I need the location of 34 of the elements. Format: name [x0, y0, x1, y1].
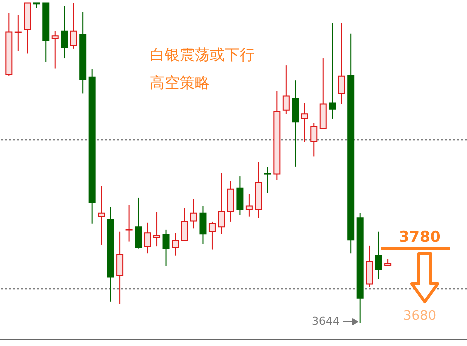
candlestick: [181, 208, 188, 241]
annotation: 3644: [312, 315, 340, 328]
candlestick: [246, 194, 253, 218]
text: 3680: [403, 309, 437, 324]
candlestick: [218, 172, 226, 235]
candlestick: [116, 231, 124, 305]
candlestick: [282, 65, 290, 115]
candlestick: [190, 198, 198, 230]
candlestick: [366, 245, 374, 288]
candlestick: [310, 122, 318, 158]
candlestick: [52, 30, 59, 70]
candlestick: [126, 204, 133, 242]
candlestick: [227, 180, 234, 222]
candlestick: [208, 221, 216, 250]
candlestick: [162, 229, 170, 267]
candlestick: [135, 197, 142, 250]
candlestick: [301, 102, 308, 142]
candlestick: [98, 186, 106, 246]
candlestick: [154, 212, 161, 248]
annotation: 白银震荡或下行: [150, 46, 255, 64]
candlestick: [70, 2, 78, 50]
candlestick: [61, 6, 68, 60]
candlestick: [236, 176, 244, 216]
candlestick: [264, 166, 272, 194]
candlestick: [144, 222, 152, 254]
text: 3780: [399, 228, 441, 246]
candlestick: [338, 22, 346, 105]
candlestick: [172, 232, 180, 256]
annotation: 高空策略: [150, 74, 210, 92]
candlestick: [14, 14, 22, 52]
candlestick: [329, 22, 336, 120]
candlestick: [375, 231, 382, 280]
candlestick: [200, 206, 207, 245]
candlestick: [292, 80, 300, 168]
